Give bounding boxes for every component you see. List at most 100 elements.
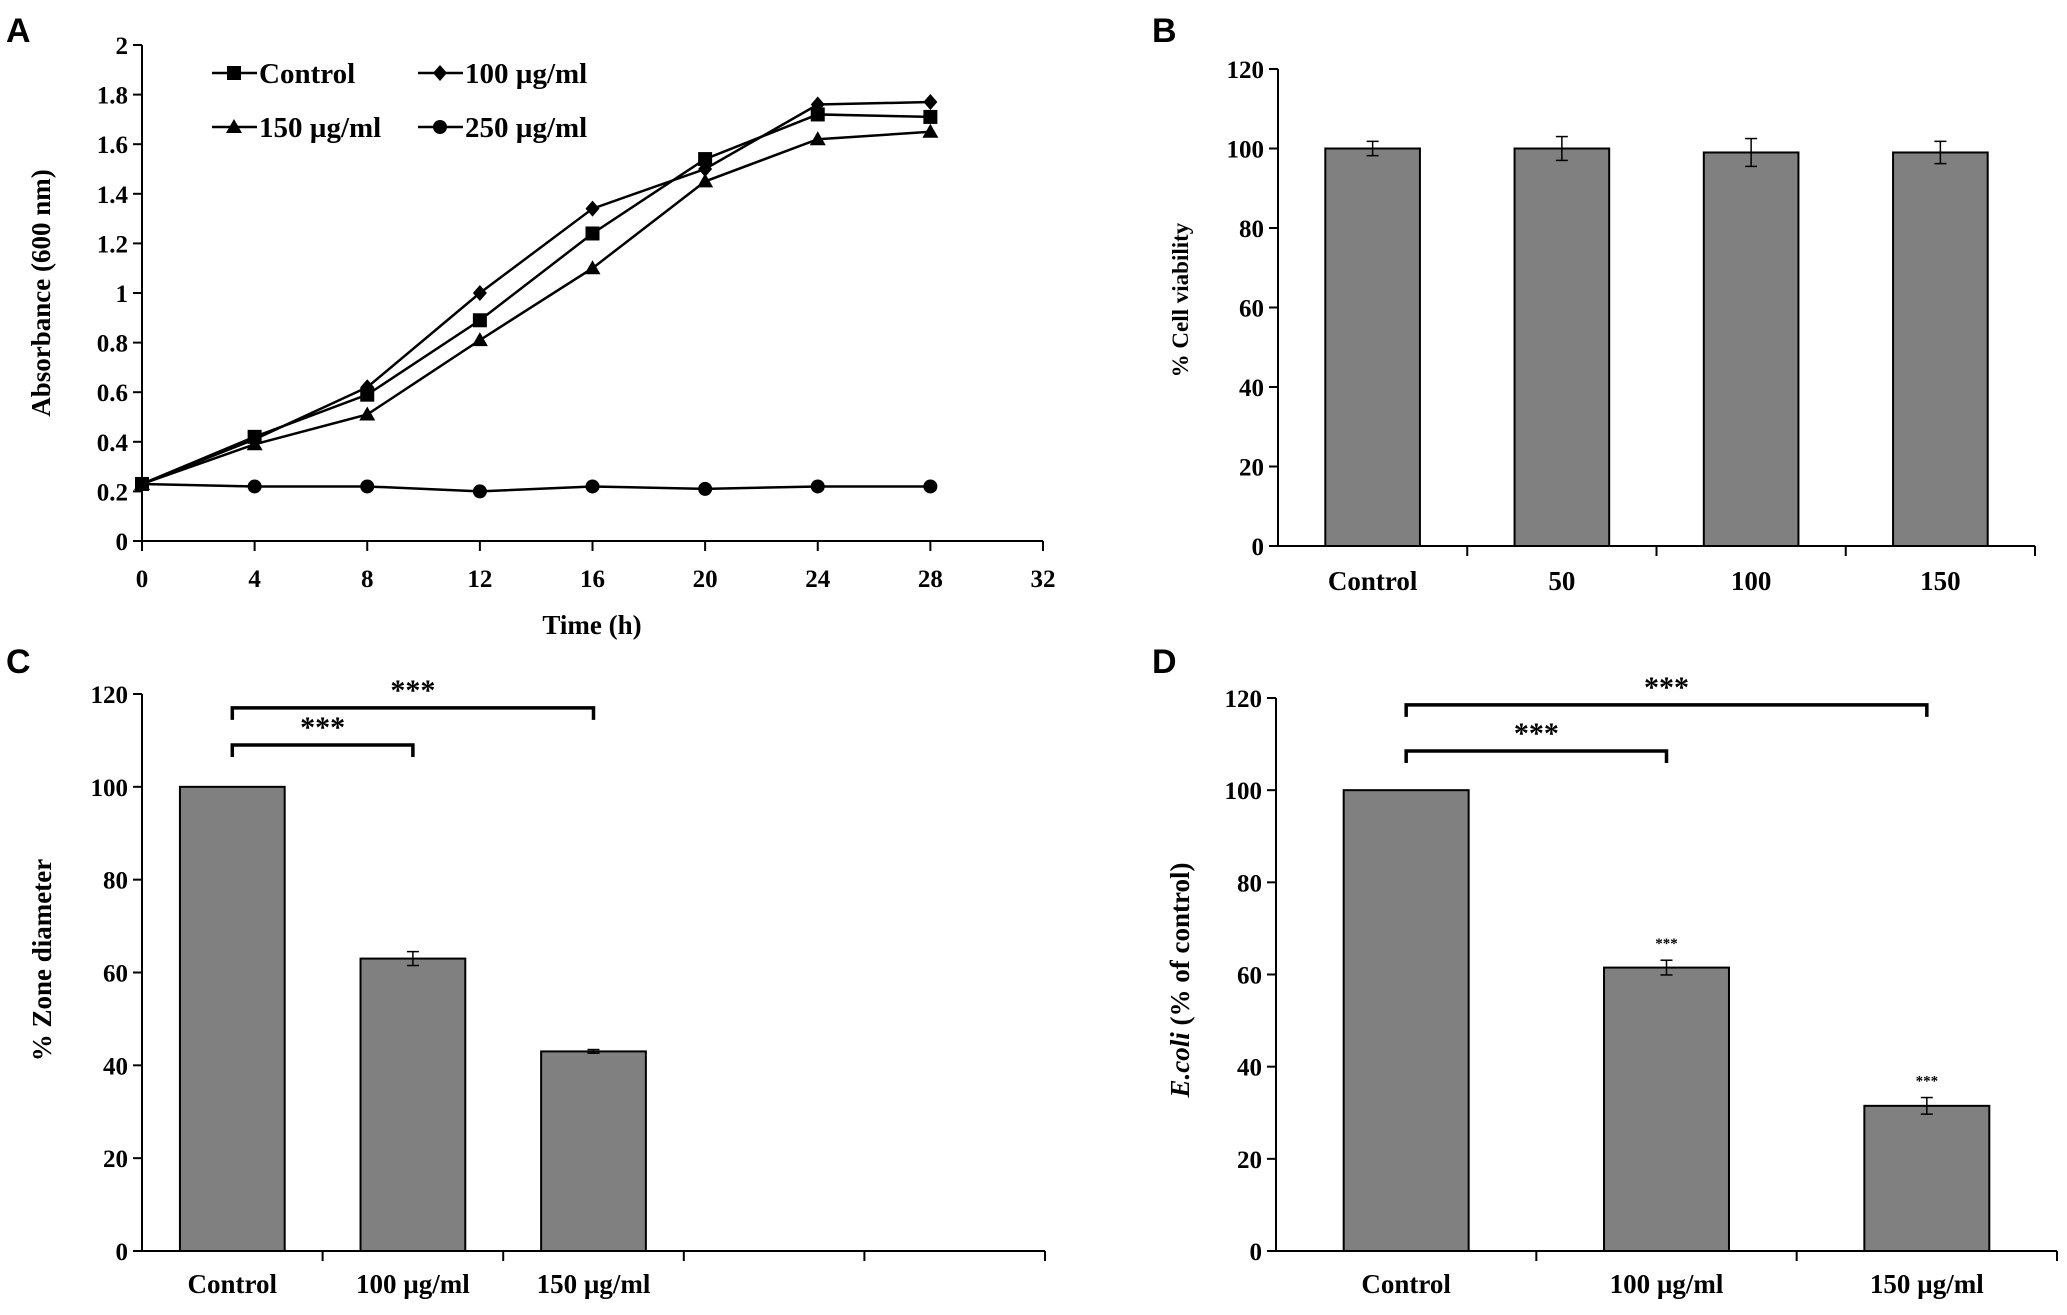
panel-a-y-axis-title: Absorbance (600 nm) [26,169,56,417]
panel-c-y-axis-title: % Zone diameter [27,859,57,1061]
panel-a-point [923,109,938,124]
panel-a-point [472,484,487,499]
panel-a-point [246,436,263,451]
panel-a-ytick-label: 1.4 [97,182,129,209]
panel-b-viability-chart: 0 20 40 60 80 100 120 Control 50 100 150 % Cell via… [1168,57,2036,596]
panel-d-category-label: Control [1361,1269,1451,1299]
panel-a-point [810,479,825,494]
panel-c-ytick-label: 20 [103,1146,128,1173]
panel-b-ytick-label: 100 [1227,137,1265,164]
panel-a-series-line [141,100,931,486]
panel-d-ecoli-chart: 0 20 40 60 80 100 120 Control *** 100 µg/ml *** 150… [1165,671,2058,1299]
panel-a-point [359,406,376,421]
panel-a-ytick-label: 0.6 [97,380,128,407]
panel-d-ytick-label: 60 [1237,963,1262,990]
panel-a-point [247,479,262,494]
panel-d-sig-label: *** [1644,671,1689,704]
panel-c-category-label: 150 µg/ml [537,1269,651,1299]
panel-c-bar [359,957,467,1252]
panel-c-ytick-label: 0 [116,1239,129,1266]
panel-b-ytick-label: 20 [1239,455,1264,482]
panel-c-category-label: Control [188,1269,278,1299]
panel-c-sig-bracket [230,706,596,720]
panel-b-ytick-label: 40 [1239,375,1264,402]
panel-c-ytick-label: 100 [91,775,129,802]
panel-a-ytick-label: 0.2 [97,479,128,506]
panel-c-bar [540,1050,647,1252]
panel-a-ytick-label: 2 [116,33,129,60]
panel-a-point [923,94,938,111]
panel-a-xtick-label: 28 [918,566,943,593]
panel-a-xtick-label: 4 [248,566,261,593]
panel-d-y-axis-title: E.coli (% of control) [1165,863,1195,1099]
panel-d-y-axis-title-italic: E.coli [1165,1032,1195,1099]
panel-letter-b: B [1152,12,1177,50]
panel-c-bar [178,785,286,1252]
panel-a-legend-marker [227,66,241,80]
panel-a-series-line [141,130,931,486]
panel-c-ytick-label: 80 [103,868,128,895]
panel-b-ytick-label: 80 [1239,216,1264,243]
panel-a-series-line [141,113,931,486]
panel-c-sig-label: *** [390,674,435,707]
panel-letter-a: A [6,12,31,50]
panel-a-point [472,313,487,328]
panel-a-series-line [141,482,931,493]
panel-a-point [922,123,939,138]
panel-b-category-label: 50 [1548,566,1575,596]
panel-a-xtick-label: 8 [361,566,374,593]
panel-a-point [809,131,826,146]
panel-d-bar [1863,1104,1991,1253]
panel-d-bar-sig-label: *** [1916,1074,1939,1090]
panel-a-point [360,379,375,396]
panel-c-zone-chart: 0 20 40 60 80 100 120 Control 100 µg/ml 150 µg/ml… [27,674,1046,1299]
panel-a-point [471,332,488,347]
panel-a-legend-marker [433,65,447,81]
panel-a-point [923,479,938,494]
panel-c-ytick-label: 120 [91,682,129,709]
panel-a-growth-chart: 00.20.40.60.811.21.41.61.820 4 8 12 16 20 24 28… [26,33,1056,640]
panel-d-y-axis-title-rest: (% of control) [1165,863,1195,1033]
panel-c-sig-label: *** [300,711,345,744]
panel-a-point [585,226,600,241]
panel-a-ytick-label: 0.4 [97,430,129,457]
panel-a-xtick-label: 0 [136,566,149,593]
panel-d-ytick-label: 20 [1237,1147,1262,1174]
panel-a-xtick-label: 24 [805,566,831,593]
panel-d-ytick-label: 80 [1237,870,1262,897]
panel-letter-d: D [1152,643,1177,681]
panel-b-ytick-label: 60 [1239,296,1264,323]
panel-d-sig-label: *** [1514,717,1559,750]
panel-a-xtick-label: 32 [1031,566,1056,593]
panel-a-point [698,481,713,496]
panel-a-xtick-label: 16 [580,566,605,593]
panel-d-category-label: 100 µg/ml [1610,1269,1724,1299]
panel-b-category-label: Control [1328,566,1418,596]
panel-c-ytick-label: 60 [103,961,128,988]
panel-b-ytick-label: 0 [1252,534,1265,561]
panel-a-point [698,161,713,177]
panel-letter-c: C [6,643,31,681]
panel-a-point [360,479,375,494]
panel-a-point [585,200,600,217]
panel-b-y-axis-title: % Cell viability [1168,222,1193,377]
panel-a-point [810,107,825,122]
panel-a-legend-marker [433,120,447,134]
panel-a-legend-marker [226,119,242,133]
panel-d-ytick-label: 100 [1225,778,1263,805]
panel-a-point [135,476,149,491]
panel-d-ytick-label: 120 [1225,686,1263,713]
panel-a-ytick-label: 1.8 [97,83,128,110]
panel-c-category-label: 100 µg/ml [356,1269,470,1299]
panel-b-bar [1702,151,1800,547]
panel-b-bar [1324,147,1421,547]
panel-a-x-axis-title: Time (h) [542,610,641,640]
panel-a-ytick-label: 0.8 [97,331,128,358]
panel-a-legend-label: 100 µg/ml [465,58,587,90]
panel-a-point [585,479,600,494]
panel-a-point [698,152,713,167]
panel-a-xtick-label: 12 [467,566,492,593]
panel-a-legend-label: Control [259,58,355,90]
panel-d-category-label: 150 µg/ml [1870,1269,1984,1299]
panel-d-bar-sig-label: *** [1655,936,1678,952]
